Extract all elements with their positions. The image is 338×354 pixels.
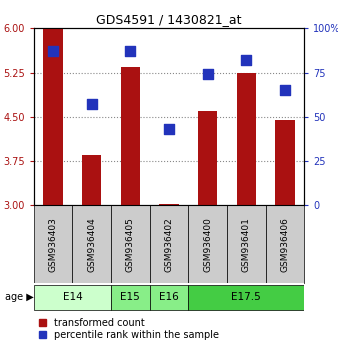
Text: GSM936400: GSM936400 [203,217,212,272]
Point [166,126,172,132]
FancyBboxPatch shape [227,205,266,283]
Bar [159,204,179,205]
Text: GSM936405: GSM936405 [126,217,135,272]
Title: GDS4591 / 1430821_at: GDS4591 / 1430821_at [96,13,242,26]
Text: GSM936404: GSM936404 [87,217,96,272]
Bar [275,120,294,205]
Bar [44,28,63,205]
Text: E16: E16 [159,292,179,302]
Text: GSM936406: GSM936406 [281,217,289,272]
Text: E15: E15 [120,292,140,302]
Point [50,48,56,54]
Legend: transformed count, percentile rank within the sample: transformed count, percentile rank withi… [39,318,219,340]
Point [128,48,133,54]
Text: GSM936403: GSM936403 [49,217,57,272]
FancyBboxPatch shape [72,205,111,283]
FancyBboxPatch shape [150,205,188,283]
Text: GSM936402: GSM936402 [165,217,173,272]
Bar [82,155,101,205]
FancyBboxPatch shape [34,205,72,283]
FancyBboxPatch shape [266,205,304,283]
FancyBboxPatch shape [111,285,150,310]
Bar [198,111,217,205]
Bar [237,73,256,205]
FancyBboxPatch shape [188,285,304,310]
Text: E17.5: E17.5 [232,292,261,302]
Bar [121,67,140,205]
FancyBboxPatch shape [150,285,188,310]
Text: age ▶: age ▶ [5,292,34,302]
Text: GSM936401: GSM936401 [242,217,251,272]
FancyBboxPatch shape [111,205,150,283]
Point [89,102,94,107]
Point [205,72,210,77]
Point [282,87,288,93]
FancyBboxPatch shape [34,285,111,310]
Text: E14: E14 [63,292,82,302]
Point [244,57,249,63]
FancyBboxPatch shape [188,205,227,283]
